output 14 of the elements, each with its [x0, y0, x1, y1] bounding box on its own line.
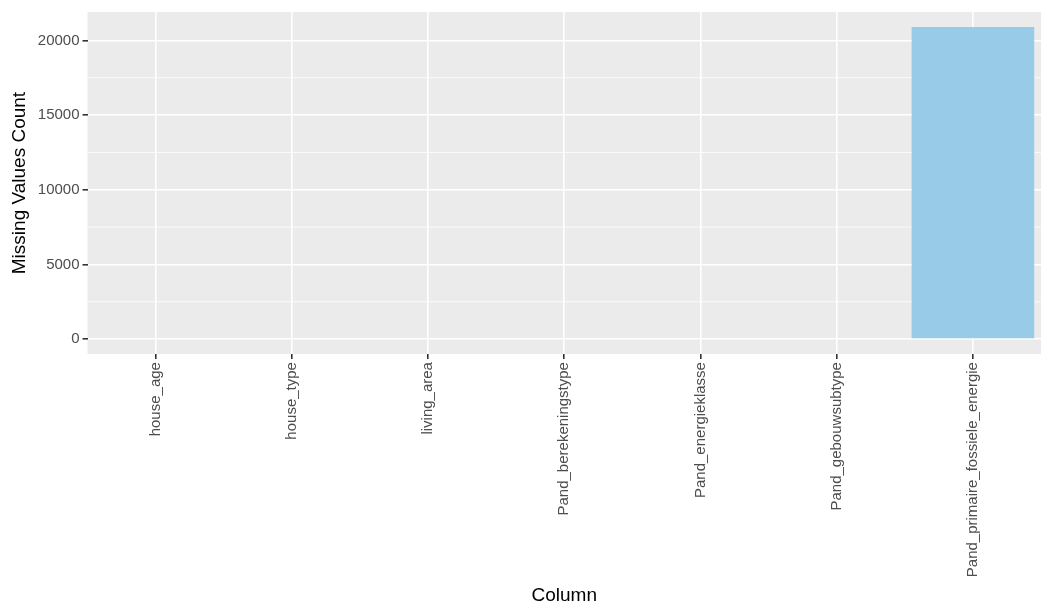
y-tick-label: 5000 [46, 254, 80, 272]
y-tick-label: 0 [71, 329, 80, 347]
x-tick-label: Pand_gebouwsubtype [826, 362, 844, 511]
x-tick-label: Pand_energieklasse [690, 362, 708, 498]
x-tick-label: Pand_berekeningstype [554, 362, 572, 516]
y-axis-title: Missing Values Count [7, 91, 29, 275]
x-tick-label: house_age [145, 362, 163, 437]
x-axis-title: Column [531, 583, 597, 605]
y-tick-label: 15000 [37, 105, 80, 123]
x-tick-label: house_type [281, 362, 299, 440]
x-tick-label: Pand_primaire_fossiele_energie [963, 362, 981, 578]
y-tick-label: 10000 [37, 179, 80, 197]
y-tick-label: 20000 [37, 30, 80, 48]
x-tick-label: living_area [418, 361, 436, 435]
